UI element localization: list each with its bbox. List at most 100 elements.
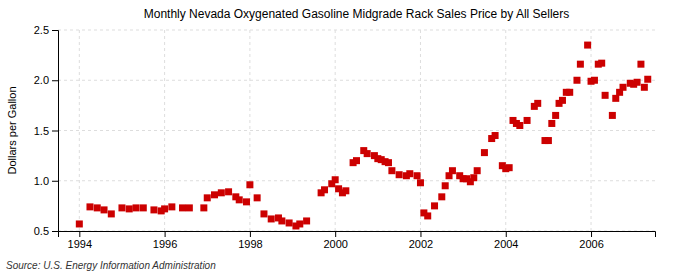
point (577, 61, 584, 68)
annotation: Source: U.S. Energy Information Administ… (6, 260, 216, 271)
point (424, 212, 431, 219)
point (559, 97, 566, 104)
point (598, 60, 605, 67)
point (396, 171, 403, 178)
point (332, 176, 339, 183)
point (584, 42, 591, 49)
grid (58, 30, 655, 231)
grid-line-x (164, 30, 165, 231)
x-tick-label: 2000 (323, 238, 347, 250)
point (620, 84, 627, 91)
y-tick-mark (52, 80, 58, 81)
y-tick: 2.5 (34, 24, 58, 36)
point (524, 117, 531, 124)
point (278, 217, 285, 224)
y-axis-title: Dollars per Gallon (6, 86, 18, 174)
point (179, 204, 186, 211)
x-tick-label: 2006 (579, 238, 603, 250)
point (94, 204, 101, 211)
point (431, 202, 438, 209)
point (438, 193, 445, 200)
x-tick-mark (506, 231, 507, 237)
point (243, 198, 250, 205)
point (612, 95, 619, 102)
y-axis: 0.5 1.0 1.5 2.0 2.5 (34, 24, 59, 237)
point (260, 210, 267, 217)
point (342, 187, 349, 194)
point (641, 84, 648, 91)
point (534, 100, 541, 107)
point (634, 79, 641, 86)
point (417, 179, 424, 186)
y-tick-label: 1.0 (34, 175, 49, 187)
y-tick: 2.0 (34, 74, 58, 86)
y-tick-label: 0.5 (34, 225, 49, 237)
point (186, 204, 193, 211)
x-tick-label: 1998 (238, 238, 262, 250)
point (364, 150, 371, 157)
x-tick-label: 1996 (153, 238, 177, 250)
point (101, 206, 108, 213)
x-tick: 1994 (68, 231, 92, 250)
point (492, 132, 499, 139)
point (470, 174, 477, 181)
point (296, 220, 303, 227)
point (76, 220, 83, 227)
y-tick-mark (52, 131, 58, 132)
point (126, 205, 133, 212)
y-axis-line (52, 31, 59, 232)
point (406, 170, 413, 177)
x-axis-line (59, 232, 656, 238)
y-tick-label: 2.0 (34, 74, 49, 86)
point (353, 157, 360, 164)
point (474, 167, 481, 174)
point (286, 219, 293, 226)
point (225, 188, 232, 195)
grid-line-x (505, 30, 506, 231)
point (548, 120, 555, 127)
plot-area: 1994 1996 1998 2000 2002 2004 2006 0.5 1.0 1.5 2.0… (34, 24, 656, 250)
chart: 1994 1996 1998 2000 2002 2004 2006 0.5 1.0 1.5 2.0… (0, 0, 675, 275)
point (168, 203, 175, 210)
x-tick: 2002 (409, 231, 433, 250)
point (218, 189, 225, 196)
grid-line-y (58, 30, 655, 31)
point (303, 217, 310, 224)
x-tick-mark (165, 231, 166, 237)
point (140, 204, 147, 211)
point (150, 206, 157, 213)
x-tick-mark (420, 231, 421, 237)
x-tick: 2006 (579, 231, 603, 250)
point (133, 204, 140, 211)
x-tick: 2000 (323, 231, 347, 250)
point (118, 204, 125, 211)
x-tick-label: 1994 (68, 238, 92, 250)
x-tick: 1996 (153, 231, 177, 250)
point (200, 204, 207, 211)
point (204, 194, 211, 201)
x-tick-label: 2002 (409, 238, 433, 250)
y-tick: 0.5 (34, 225, 58, 237)
point (552, 112, 559, 119)
point (591, 77, 598, 84)
point (637, 61, 644, 68)
point (161, 205, 168, 212)
y-tick-label: 2.5 (34, 24, 49, 36)
point (236, 196, 243, 203)
grid-line-y (58, 130, 655, 131)
y-tick-label: 1.5 (34, 125, 49, 137)
point (86, 203, 93, 210)
point (321, 186, 328, 193)
y-tick-mark (52, 231, 58, 232)
x-axis: 1994 1996 1998 2000 2002 2004 2006 (59, 231, 656, 250)
y-tick: 1.0 (34, 175, 58, 187)
point (414, 172, 421, 179)
point (573, 77, 580, 84)
x-tick-mark (250, 231, 251, 237)
point (644, 76, 651, 83)
x-tick-mark (79, 231, 80, 237)
x-tick-label: 2004 (494, 238, 518, 250)
title: Monthly Nevada Oxygenated Gasoline Midgr… (144, 7, 570, 21)
x-tick: 2004 (494, 231, 518, 250)
point (506, 164, 513, 171)
